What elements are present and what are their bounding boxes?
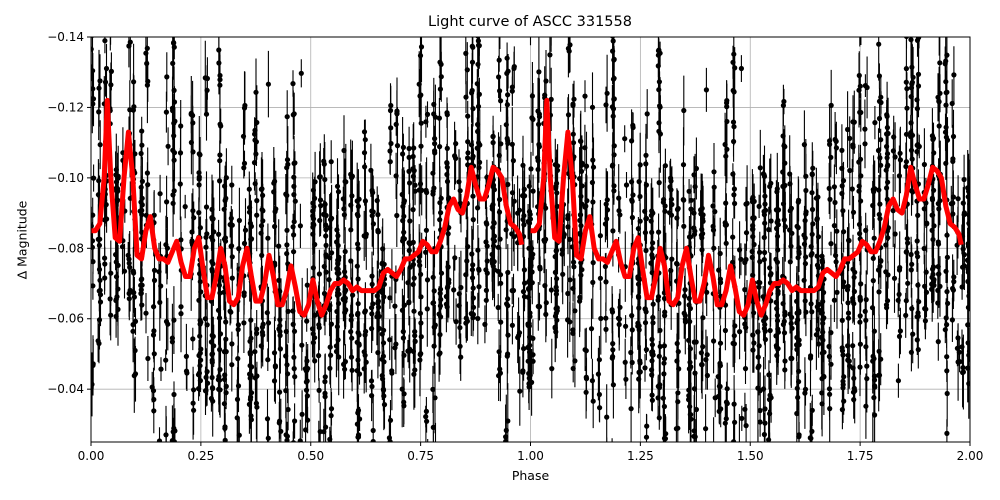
y-tick-label: −0.12 (47, 100, 84, 114)
x-tick-label: 1.75 (847, 449, 874, 463)
x-tick-label: 0.25 (188, 449, 215, 463)
x-tick-label: 1.50 (737, 449, 764, 463)
x-axis-label: Phase (511, 468, 550, 483)
model-curve (91, 97, 964, 318)
x-tick-label: 2.00 (957, 449, 984, 463)
y-tick-label: −0.10 (47, 171, 84, 185)
x-axis-ticks: 0.00 0.25 0.50 0.75 1.00 1.25 1.50 1.75 2.00 (78, 442, 984, 463)
y-tick-label: −0.08 (47, 241, 84, 255)
y-axis-ticks: −0.14 −0.12 −0.10 −0.08 −0.06 −0.04 (47, 30, 91, 396)
x-tick-label: 1.00 (517, 449, 544, 463)
y-tick-label: −0.04 (47, 382, 84, 396)
x-tick-label: 0.50 (297, 449, 324, 463)
x-tick-label: 1.25 (627, 449, 654, 463)
x-tick-label: 0.00 (78, 449, 105, 463)
chart-title: Light curve of ASCC 331558 (428, 14, 632, 30)
y-tick-label: −0.06 (47, 312, 84, 326)
y-tick-label: −0.14 (47, 30, 84, 44)
x-tick-label: 0.75 (407, 449, 434, 463)
